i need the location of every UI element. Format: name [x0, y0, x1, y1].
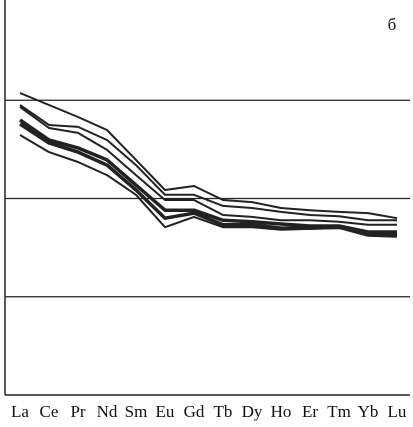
x-tick-label: Tb [214, 402, 233, 421]
x-tick-label: Ho [271, 402, 292, 421]
x-tick-label: Nd [97, 402, 118, 421]
x-tick-label: Yb [358, 402, 379, 421]
x-tick-label: Eu [156, 402, 175, 421]
x-tick-label: La [11, 402, 29, 421]
annotation: б [388, 15, 397, 34]
x-tick-label: Er [302, 402, 318, 421]
x-tick-label: Gd [184, 402, 205, 421]
data-line [19, 104, 397, 222]
data-line [19, 106, 397, 226]
x-tick-label: Sm [125, 402, 148, 421]
x-tick-label: Pr [70, 402, 85, 421]
data-line [19, 92, 398, 220]
data-line [19, 122, 398, 238]
x-tick-label: Dy [242, 402, 263, 421]
x-tick-label: Ce [40, 402, 59, 421]
data-line [19, 134, 398, 235]
x-tick-label: Lu [388, 402, 407, 421]
data-line [19, 118, 397, 234]
x-tick-label: Tm [327, 402, 351, 421]
